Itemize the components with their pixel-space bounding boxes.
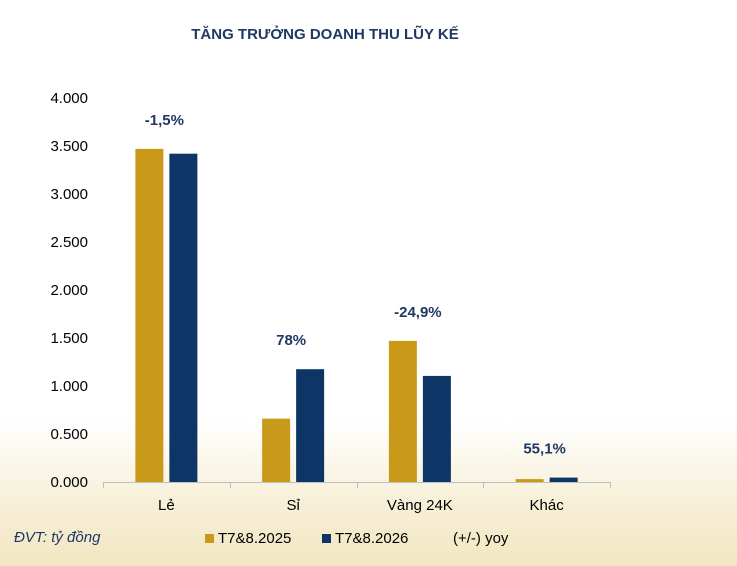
x-tick-label: Khác: [530, 497, 565, 514]
y-tick-label: 0.000: [50, 474, 88, 491]
legend-label-2025: T7&8.2025: [218, 530, 291, 547]
unit-note: ĐVT: tỷ đồng: [14, 529, 101, 546]
annotations: -1,5% 78% -24,9% 55,1%: [145, 112, 566, 458]
y-tick-label: 1.500: [50, 330, 88, 347]
bar-2025: [135, 148, 164, 482]
y-tick-label: 4.000: [50, 90, 88, 107]
yoy-label: 55,1%: [523, 441, 566, 458]
y-tick-label: 0.500: [50, 426, 88, 443]
bar-2026: [422, 375, 451, 482]
yoy-label: -1,5%: [145, 112, 184, 129]
y-tick-label: 2.500: [50, 234, 88, 251]
bar-2026: [296, 369, 325, 482]
bar-2025: [388, 340, 417, 482]
x-tick-label: Sỉ: [286, 497, 300, 514]
axes: 0.000 0.500 1.000 1.500 2.000 2.500 3.000 3.500…: [50, 90, 611, 514]
bar-2025: [515, 479, 544, 482]
bars: [135, 148, 578, 482]
legend: ĐVT: tỷ đồng T7&8.2025 T7&8.2026 (+/-) y…: [14, 529, 509, 547]
bar-2026: [549, 477, 578, 482]
yoy-label: -24,9%: [394, 304, 442, 321]
bar-2026: [169, 153, 198, 482]
y-tick-label: 1.000: [50, 378, 88, 395]
y-tick-label: 2.000: [50, 282, 88, 299]
bar-2025: [262, 418, 291, 482]
legend-label-2026: T7&8.2026: [335, 530, 408, 547]
y-tick-label: 3.000: [50, 186, 88, 203]
chart-title: TĂNG TRƯỞNG DOANH THU LŨY KẾ: [191, 25, 458, 43]
legend-swatch-2025: [205, 534, 214, 543]
legend-label-yoy: (+/-) yoy: [453, 530, 509, 547]
x-tick-label: Lẻ: [158, 497, 175, 514]
x-tick-label: Vàng 24K: [387, 497, 453, 514]
yoy-label: 78%: [276, 332, 306, 349]
y-tick-label: 3.500: [50, 138, 88, 155]
legend-swatch-2026: [322, 534, 331, 543]
